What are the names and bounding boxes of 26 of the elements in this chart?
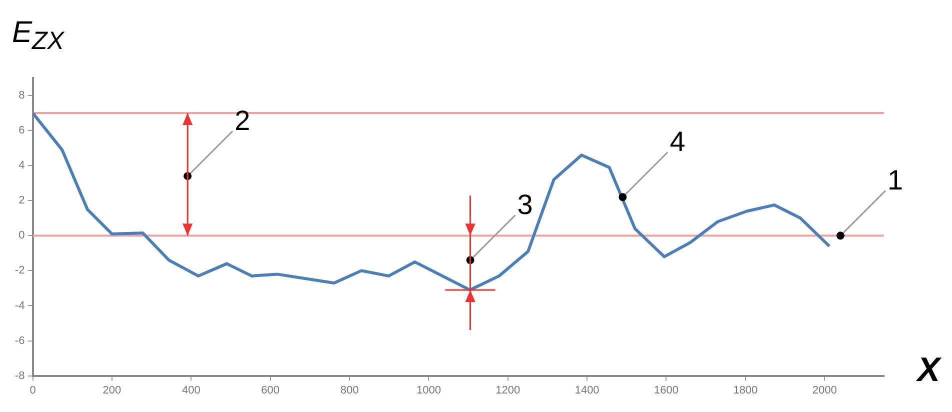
y-tick-label: -6 xyxy=(15,334,25,347)
y-tick-label: 2 xyxy=(18,194,25,207)
x-tick-label: 200 xyxy=(102,384,122,396)
y-tick-label: 4 xyxy=(18,160,25,172)
x-tick-label: 1200 xyxy=(496,384,520,396)
x-tick-label: 800 xyxy=(340,384,359,396)
x-tick-label: 0 xyxy=(30,384,36,396)
annotation: 3 xyxy=(517,188,533,220)
x-tick-label: 400 xyxy=(182,384,200,396)
annotation: 4 xyxy=(670,126,686,157)
y-tick-label: -2 xyxy=(15,264,25,277)
x-tick-label: 1800 xyxy=(733,384,758,396)
x-tick-label: 600 xyxy=(261,384,280,396)
x-tick-label: 1400 xyxy=(574,384,600,396)
x-axis-title: X xyxy=(917,351,940,390)
y-tick-label: 0 xyxy=(18,230,25,242)
y-tick-label: -4 xyxy=(15,300,25,312)
y-tick-label: 8 xyxy=(18,90,25,102)
y-tick-label: -8 xyxy=(15,370,25,382)
x-tick-label: 2000 xyxy=(812,384,837,396)
annotation: 2 xyxy=(234,104,250,136)
annotation: 1 xyxy=(887,164,904,196)
x-tick-label: 1000 xyxy=(416,384,441,396)
y-axis-title: E$_{ZX}$ xyxy=(12,16,64,56)
y-tick-label: 6 xyxy=(18,124,25,137)
x-tick-label: 1600 xyxy=(654,384,678,396)
